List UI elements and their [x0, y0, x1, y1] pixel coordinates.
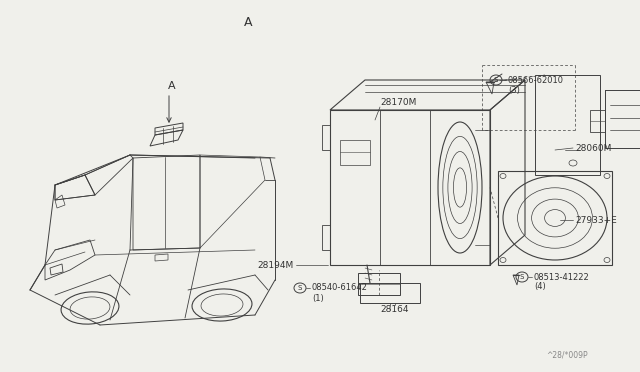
Text: ^28/*009P: ^28/*009P — [547, 350, 588, 359]
Text: 28170M: 28170M — [380, 97, 417, 106]
Text: (1): (1) — [312, 294, 324, 302]
Text: A: A — [244, 16, 252, 29]
Text: 08513-41222: 08513-41222 — [534, 273, 589, 282]
Text: 08540-61642: 08540-61642 — [312, 283, 368, 292]
Text: 28164: 28164 — [381, 305, 409, 314]
Text: S: S — [520, 274, 524, 280]
Text: 28194M: 28194M — [258, 260, 294, 269]
Text: 27933+E: 27933+E — [575, 215, 617, 224]
Text: S: S — [298, 285, 302, 291]
Text: 28060M: 28060M — [575, 144, 611, 153]
Text: (3): (3) — [508, 86, 520, 94]
Text: 08566-62010: 08566-62010 — [508, 76, 564, 84]
Text: A: A — [168, 81, 176, 91]
Text: (4): (4) — [534, 282, 546, 292]
Text: S: S — [494, 77, 498, 83]
